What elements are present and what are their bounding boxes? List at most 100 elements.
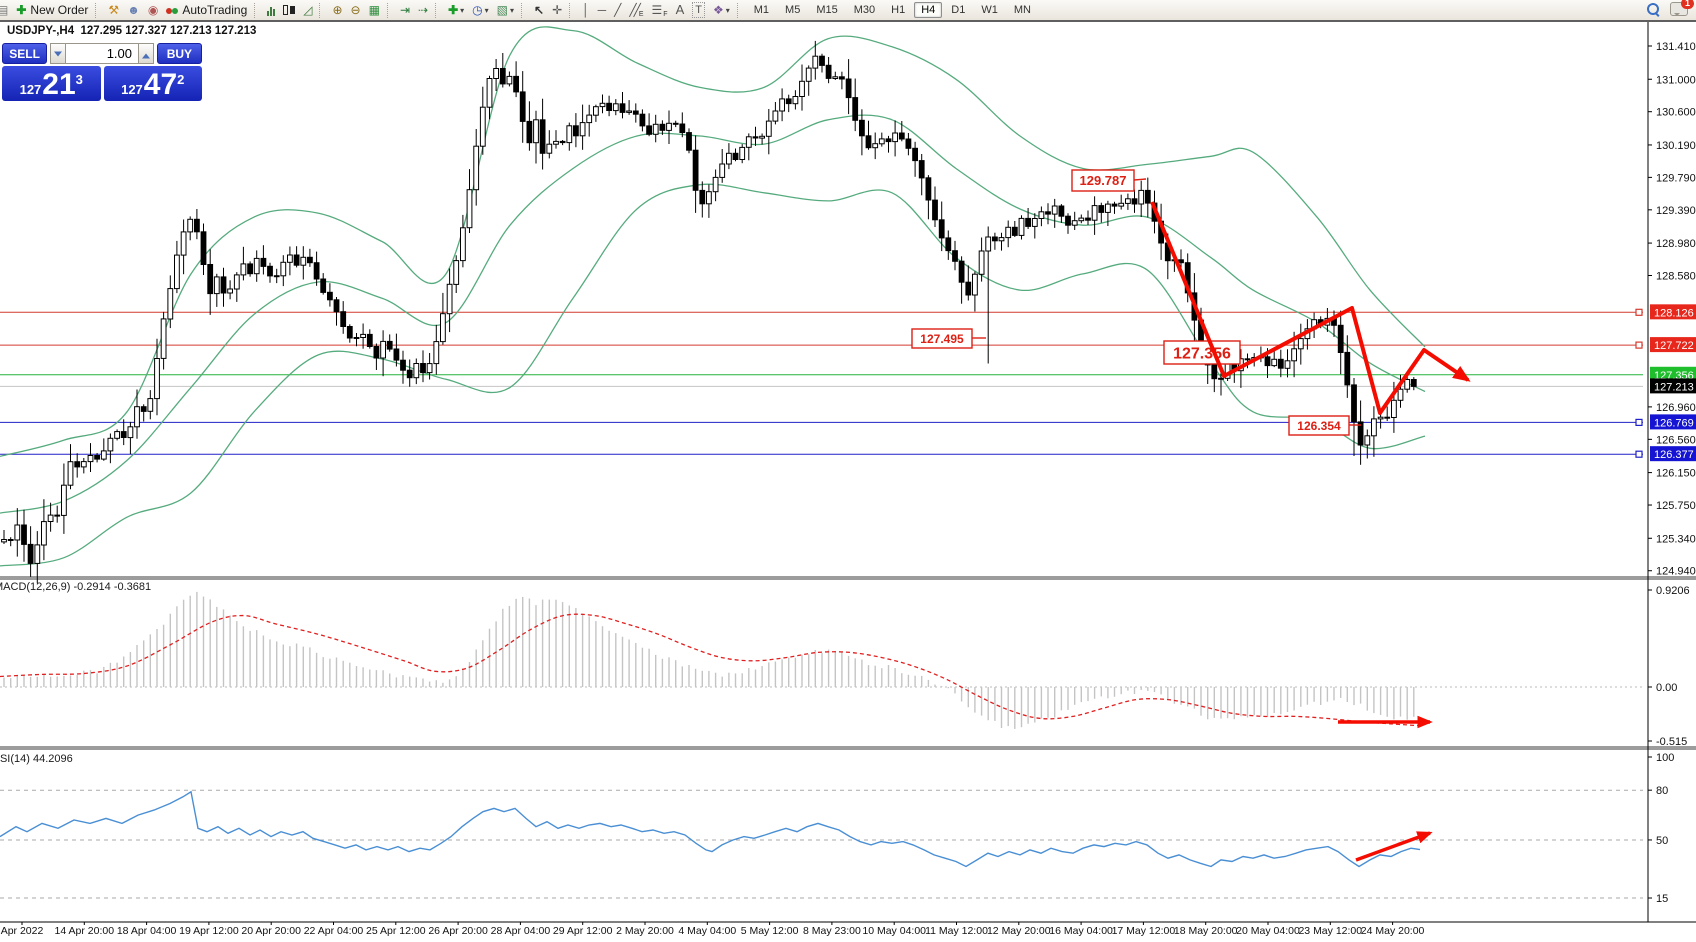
timeframe-d1[interactable]: D1 — [951, 4, 966, 16]
macd-pane — [0, 591, 1643, 729]
autotrading-button[interactable]: AutoTrading — [163, 2, 250, 18]
svg-text:129.787: 129.787 — [1080, 173, 1127, 188]
timeframe-m15[interactable]: M15 — [816, 4, 838, 16]
toolbar-separator — [736, 2, 743, 18]
svg-text:128.580: 128.580 — [1656, 271, 1696, 283]
svg-text:17 May 12:00: 17 May 12:00 — [1112, 925, 1176, 937]
timeframe-m5[interactable]: M5 — [785, 4, 801, 16]
timeframe-m30[interactable]: M30 — [853, 4, 876, 16]
toolbar-separator — [435, 2, 441, 18]
fibonacci-icon[interactable]: ☰ F — [651, 3, 668, 18]
svg-text:18 May 20:00: 18 May 20:00 — [1174, 925, 1238, 937]
trendline-icon[interactable]: ╱ — [614, 3, 622, 17]
zoom-in-icon[interactable]: ⊕ — [332, 3, 343, 17]
new-order-label: New Order — [30, 3, 89, 17]
buy-button[interactable]: BUY — [156, 43, 202, 64]
svg-text:50: 50 — [1656, 835, 1668, 847]
chart-shift-icon[interactable]: ⇥ — [399, 3, 411, 17]
macd-label: MACD(12,26,9) -0.2914 -0.3681 — [0, 581, 152, 593]
svg-text:126.354: 126.354 — [1297, 419, 1341, 433]
buy-price[interactable]: 127 47 2 — [103, 66, 202, 101]
svg-text:127.722: 127.722 — [1654, 340, 1694, 352]
text-icon[interactable]: A — [675, 2, 685, 17]
timeframe-h4[interactable]: H4 — [914, 2, 943, 18]
chart-title: USDJPY-,H4 127.295 127.327 127.213 127.2… — [7, 25, 257, 37]
toolbar-separator — [569, 2, 575, 18]
svg-text:25 Apr 12:00: 25 Apr 12:00 — [366, 925, 426, 937]
templates-button[interactable]: ▧ ▾ — [496, 3, 515, 17]
timeframe-h1[interactable]: H1 — [891, 4, 906, 16]
timeframe-w1[interactable]: W1 — [981, 4, 998, 16]
trend-arrows — [1150, 201, 1471, 862]
profile-icon[interactable]: ☻ — [127, 3, 140, 17]
candlestick-series — [1, 40, 1417, 584]
tile-windows-icon[interactable]: ▦ — [368, 3, 380, 17]
svg-text:126.150: 126.150 — [1656, 468, 1696, 480]
timeframe-m1[interactable]: M1 — [753, 4, 770, 16]
svg-text:20 May 04:00: 20 May 04:00 — [1236, 925, 1300, 937]
equidistant-channel-icon[interactable]: ╱╱ E — [629, 3, 644, 18]
volume-input[interactable] — [66, 43, 138, 64]
toolbar-separator — [254, 2, 260, 18]
volume-increase-button[interactable] — [138, 43, 154, 64]
price-level-lines — [0, 308, 1643, 458]
svg-text:126.377: 126.377 — [1654, 449, 1694, 461]
svg-text:128.980: 128.980 — [1656, 238, 1696, 250]
autotrading-icon — [166, 3, 179, 17]
svg-text:129.390: 129.390 — [1656, 205, 1696, 217]
svg-text:0.9206: 0.9206 — [1656, 585, 1690, 597]
svg-text:130.600: 130.600 — [1656, 107, 1696, 119]
svg-text:15: 15 — [1656, 893, 1668, 905]
svg-text:16 May 04:00: 16 May 04:00 — [1049, 925, 1113, 937]
toolbar: ▤ ✚ New Order ⚒ ☻ ◉ AutoTrading ◿ ⊕ ⊖ ▦ … — [0, 0, 1696, 22]
line-chart-icon[interactable]: ◿ — [303, 3, 313, 17]
svg-text:128.126: 128.126 — [1654, 307, 1694, 319]
svg-text:11 May 12:00: 11 May 12:00 — [925, 925, 988, 937]
notification-badge: 1 — [1681, 0, 1694, 9]
cursor-icon[interactable]: ↖ — [534, 3, 545, 17]
chart-window-icon[interactable]: ▤ — [0, 3, 9, 17]
candlestick-chart-icon[interactable] — [280, 2, 298, 18]
svg-text:126.769: 126.769 — [1654, 417, 1694, 429]
svg-text:12 May 20:00: 12 May 20:00 — [987, 925, 1051, 937]
svg-text:127.495: 127.495 — [920, 332, 964, 346]
svg-text:24 May 20:00: 24 May 20:00 — [1361, 925, 1425, 937]
price-axis: 131.410 131.000 130.600 130.190 129.790 129.3… — [1648, 41, 1696, 905]
rsi-pane — [0, 789, 1643, 899]
broadcast-icon[interactable]: ◉ — [147, 3, 159, 17]
crosshair-icon[interactable]: ✛ — [552, 3, 563, 17]
chevron-up-icon — [141, 49, 150, 58]
svg-text:127.213: 127.213 — [1654, 381, 1694, 393]
svg-text:18 Apr 04:00: 18 Apr 04:00 — [117, 925, 177, 937]
svg-text:2 May 20:00: 2 May 20:00 — [616, 925, 674, 937]
new-order-icon: ✚ — [16, 3, 27, 17]
search-icon[interactable] — [1647, 2, 1660, 17]
svg-text:28 Apr 04:00: 28 Apr 04:00 — [491, 925, 551, 937]
chevron-down-icon — [54, 51, 63, 60]
volume-decrease-button[interactable] — [50, 43, 66, 64]
svg-text:5 May 12:00: 5 May 12:00 — [741, 925, 799, 937]
arrows-icon[interactable]: ❖ ▾ — [712, 3, 730, 17]
new-order-button[interactable]: ✚ New Order — [13, 2, 91, 18]
indicators-button[interactable]: ✚ ▾ — [448, 3, 465, 17]
sell-button[interactable]: SELL — [2, 43, 48, 64]
sell-price[interactable]: 127 21 3 — [2, 66, 101, 101]
periods-button[interactable]: ◷ ▾ — [472, 3, 489, 17]
svg-text:4 May 04:00: 4 May 04:00 — [678, 925, 736, 937]
timeframe-mn[interactable]: MN — [1013, 4, 1031, 16]
svg-text:19 Apr 12:00: 19 Apr 12:00 — [179, 925, 239, 937]
auto-scroll-icon[interactable]: ⇢ — [418, 3, 429, 17]
vertical-line-icon[interactable]: │ — [582, 3, 590, 17]
autotrading-label: AutoTrading — [182, 3, 248, 17]
zoom-out-icon[interactable]: ⊖ — [350, 3, 361, 17]
chat-icon[interactable]: 1 — [1670, 0, 1694, 16]
text-label-icon[interactable]: T — [689, 2, 708, 18]
bar-chart-icon[interactable] — [264, 2, 278, 18]
toolbar-separator — [319, 2, 325, 18]
modify-order-icon[interactable]: ⚒ — [108, 3, 120, 17]
horizontal-line-icon[interactable]: ─ — [597, 3, 607, 17]
toolbar-separator — [521, 2, 527, 18]
svg-text:20 Apr 20:00: 20 Apr 20:00 — [241, 925, 301, 937]
